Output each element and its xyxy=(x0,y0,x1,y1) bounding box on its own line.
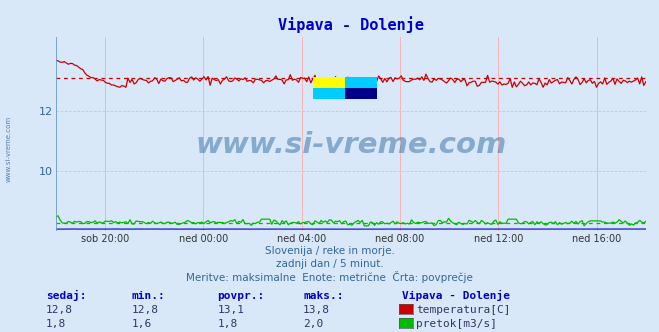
Text: povpr.:: povpr.: xyxy=(217,291,265,301)
Text: www.si-vreme.com: www.si-vreme.com xyxy=(5,116,11,183)
Text: temperatura[C]: temperatura[C] xyxy=(416,305,511,315)
Text: 1,8: 1,8 xyxy=(217,319,238,329)
Text: zadnji dan / 5 minut.: zadnji dan / 5 minut. xyxy=(275,259,384,269)
Bar xyxy=(312,77,345,88)
Text: 2,0: 2,0 xyxy=(303,319,324,329)
Text: 12,8: 12,8 xyxy=(46,305,73,315)
Text: 13,1: 13,1 xyxy=(217,305,244,315)
Text: 12,8: 12,8 xyxy=(132,305,159,315)
Text: Vipava - Dolenje: Vipava - Dolenje xyxy=(402,290,510,301)
Text: min.:: min.: xyxy=(132,291,165,301)
Text: www.si-vreme.com: www.si-vreme.com xyxy=(195,131,507,159)
Title: Vipava - Dolenje: Vipava - Dolenje xyxy=(278,16,424,33)
Text: sedaj:: sedaj: xyxy=(46,290,86,301)
Bar xyxy=(312,88,345,99)
Text: 13,8: 13,8 xyxy=(303,305,330,315)
Text: 1,8: 1,8 xyxy=(46,319,67,329)
Bar xyxy=(345,77,378,88)
Text: Slovenija / reke in morje.: Slovenija / reke in morje. xyxy=(264,246,395,256)
Text: Meritve: maksimalne  Enote: metrične  Črta: povprečje: Meritve: maksimalne Enote: metrične Črta… xyxy=(186,271,473,283)
Text: maks.:: maks.: xyxy=(303,291,343,301)
Text: pretok[m3/s]: pretok[m3/s] xyxy=(416,319,498,329)
Bar xyxy=(345,88,378,99)
Text: 1,6: 1,6 xyxy=(132,319,152,329)
